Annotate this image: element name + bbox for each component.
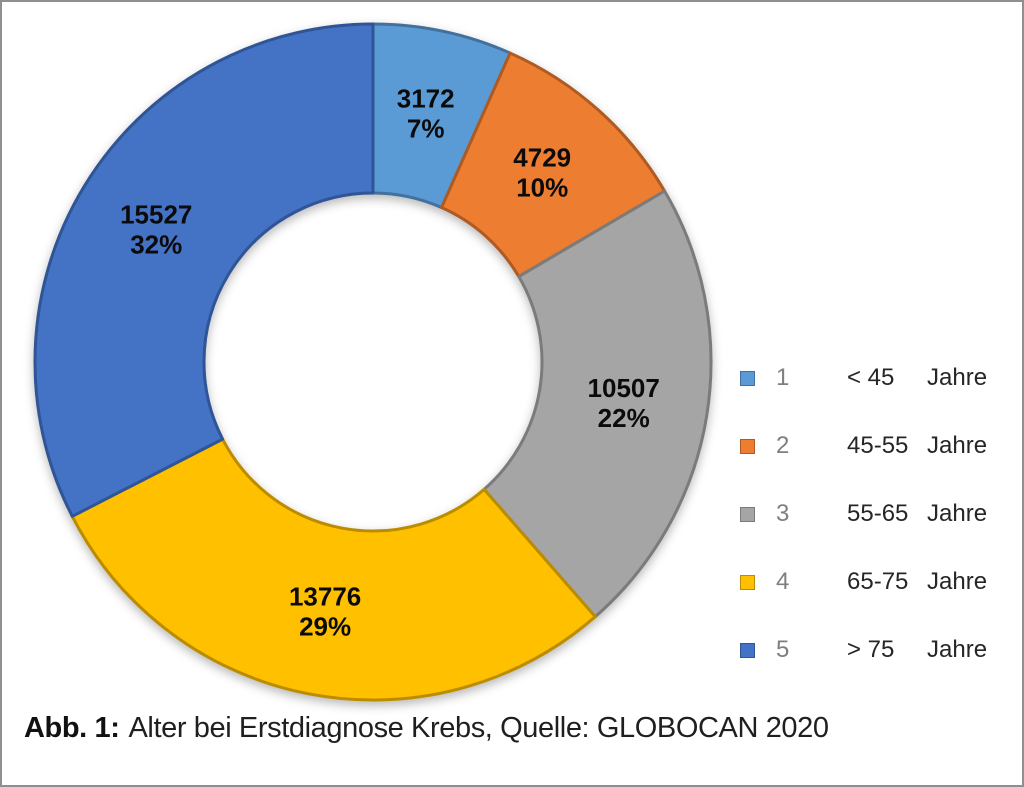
legend-unit: Jahre — [927, 568, 988, 595]
donut-slice-labels: 3172 7% 4729 10% 10507 22% 13776 29% 15527 32% — [120, 84, 660, 642]
legend-index: 1 — [776, 364, 790, 391]
legend-swatch-icon — [740, 438, 755, 454]
donut-slices — [33, 22, 713, 702]
chart-legend: 1 < 45 Jahre 2 45-55 Jahre 3 55-65 Jahre 4 65-75 Ja… — [740, 344, 987, 684]
slice-data-label-5: 15527 32% — [120, 200, 192, 260]
legend-swatch-icon — [740, 574, 755, 590]
caption-text: Alter bei Erstdiagnose Krebs, Quelle: GL… — [128, 712, 829, 744]
legend-range: 45-55 — [847, 432, 909, 459]
legend-swatch-icon — [740, 370, 755, 386]
legend-item-4: 4 65-75 Jahre — [740, 548, 987, 616]
caption-label: Abb. 1: — [24, 712, 120, 744]
slice-data-label-3: 10507 22% — [588, 373, 660, 433]
legend-item-2: 2 45-55 Jahre — [740, 412, 987, 480]
figure-caption: Abb. 1: Alter bei Erstdiagnose Krebs, Que… — [24, 712, 829, 745]
slice-data-label-4: 13776 29% — [289, 581, 361, 641]
legend-item-1: 1 < 45 Jahre — [740, 344, 987, 412]
legend-range: 65-75 — [847, 568, 909, 595]
legend-index: 5 — [776, 636, 790, 663]
legend-swatch-icon — [740, 506, 755, 522]
legend-index: 3 — [776, 500, 790, 527]
slice-data-label-1: 3172 7% — [397, 84, 455, 144]
legend-swatch-icon — [740, 642, 755, 658]
slice-data-label-2: 4729 10% — [513, 143, 571, 203]
legend-index: 2 — [776, 432, 790, 459]
legend-range: 55-65 — [847, 500, 909, 527]
legend-item-5: 5 > 75 Jahre — [740, 616, 987, 684]
legend-range: > 75 — [847, 636, 895, 663]
pie-slice-3 — [482, 189, 713, 619]
legend-unit: Jahre — [927, 432, 988, 459]
legend-unit: Jahre — [927, 500, 988, 527]
legend-index: 4 — [776, 568, 790, 595]
legend-item-3: 3 55-65 Jahre — [740, 480, 987, 548]
legend-range: < 45 — [847, 364, 895, 391]
pie-slice-5 — [33, 22, 375, 518]
pie-slice-4 — [70, 437, 597, 702]
legend-unit: Jahre — [927, 636, 988, 663]
legend-unit: Jahre — [927, 364, 988, 391]
